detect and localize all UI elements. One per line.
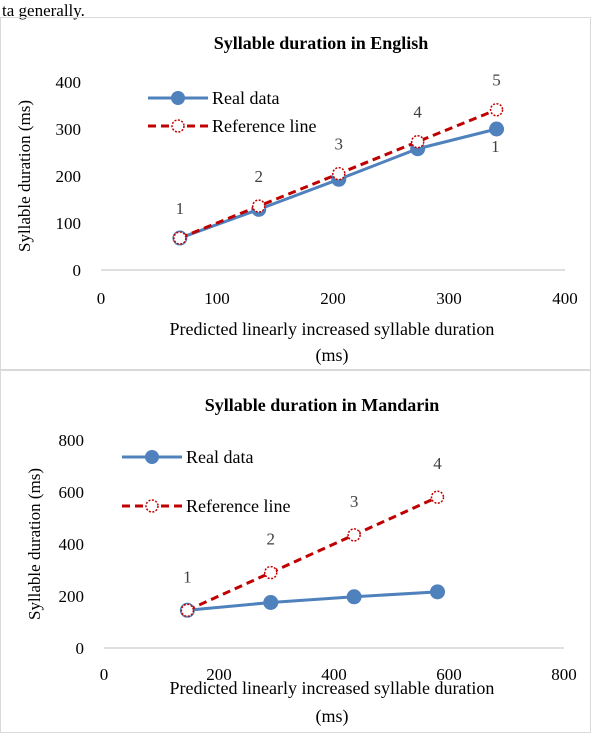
mandarin-y-tick-label: 0: [76, 639, 85, 658]
english-reference-point: [173, 231, 187, 245]
mandarin-real-data-point: [430, 584, 445, 600]
mandarin-y-tick-label: 800: [59, 431, 85, 450]
english-reference-point: [489, 102, 504, 117]
mandarin-y-tick-label: 600: [59, 483, 85, 502]
mandarin-y-tick-label: 400: [59, 535, 85, 554]
mandarin-x-axis-label-unit: (ms): [316, 706, 349, 727]
english-chart-frame: [0, 17, 591, 370]
english-x-tick-label: 0: [97, 289, 106, 308]
english-point-label: 2: [255, 167, 264, 186]
english-chart-title: Syllable duration in English: [214, 33, 429, 53]
english-legend-marker: [171, 91, 185, 105]
mandarin-series-line-real: [187, 590, 438, 612]
english-y-tick-label: 300: [56, 120, 82, 139]
mandarin-legend-label: Reference line: [186, 496, 290, 516]
english-x-tick-label: 100: [204, 289, 230, 308]
mandarin-point-label: 1: [183, 567, 192, 586]
english-legend-marker: [171, 119, 185, 133]
english-y-tick-label: 0: [73, 261, 82, 280]
mandarin-point-label: 2: [267, 530, 276, 549]
english-x-axis-label-unit: (ms): [316, 345, 349, 366]
mandarin-reference-point: [430, 490, 445, 504]
mandarin-point-label: 4: [433, 454, 442, 473]
mandarin-x-tick-label: 800: [551, 665, 577, 684]
english-point-label: 5: [492, 71, 501, 90]
english-y-tick-label: 200: [56, 167, 82, 186]
mandarin-series-line-reference: [186, 495, 439, 612]
english-y-tick-label: 400: [56, 73, 82, 92]
mandarin-reference-point: [347, 528, 361, 542]
mandarin-real-data-point: [346, 589, 362, 605]
mandarin-legend-marker: [145, 499, 159, 513]
english-extra-point-label: 1: [491, 137, 500, 156]
mandarin-real-data-point: [263, 595, 279, 610]
mandarin-x-tick-label: 200: [206, 665, 232, 684]
mandarin-chart-title: Syllable duration in Mandarin: [205, 395, 440, 415]
english-point-label: 4: [413, 103, 422, 122]
english-x-tick-label: 200: [320, 289, 346, 308]
mandarin-x-axis-label: Predicted linearly increased syllable du…: [170, 678, 495, 698]
english-reference-point: [410, 134, 425, 149]
english-point-label: 1: [176, 199, 185, 218]
mandarin-y-tick-label: 200: [59, 587, 85, 606]
mandarin-point-label: 3: [350, 492, 359, 511]
mandarin-reference-point: [264, 565, 278, 580]
english-legend-label: Real data: [212, 88, 279, 108]
mandarin-legend-marker: [145, 450, 159, 464]
mandarin-legend-label: Real data: [186, 447, 253, 467]
english-x-tick-label: 300: [436, 289, 462, 308]
english-real-data-point: [489, 121, 505, 137]
english-x-tick-label: 400: [552, 289, 578, 308]
english-reference-point: [252, 199, 266, 213]
english-x-axis-label: Predicted linearly increased syllable du…: [170, 319, 495, 339]
mandarin-x-tick-label: 400: [321, 665, 347, 684]
english-point-label: 3: [335, 135, 344, 154]
page-text-fragment: ta generally.: [2, 1, 85, 20]
mandarin-reference-point: [180, 603, 195, 618]
mandarin-y-axis-label: Syllable duration (ms): [25, 468, 44, 620]
mandarin-x-tick-label: 0: [100, 665, 109, 684]
english-y-axis-label: Syllable duration (ms): [15, 100, 34, 252]
mandarin-x-tick-label: 600: [436, 665, 462, 684]
english-y-tick-label: 100: [56, 214, 82, 233]
english-legend-label: Reference line: [212, 116, 316, 136]
english-reference-point: [332, 166, 346, 181]
